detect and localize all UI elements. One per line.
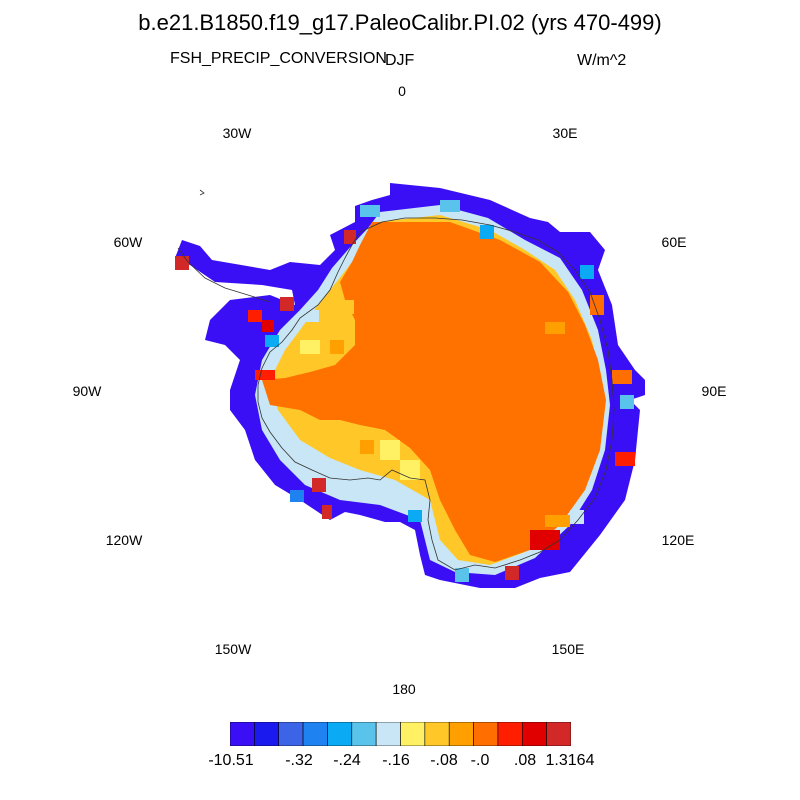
season-label: DJF bbox=[385, 52, 415, 69]
colorbar-swatch bbox=[302, 722, 328, 746]
colorbar-label: -.24 bbox=[333, 752, 361, 769]
colorbar-label: -10.51 bbox=[208, 752, 254, 769]
colorbar-swatch bbox=[400, 722, 426, 746]
lon-label-60e: 60E bbox=[661, 234, 687, 250]
colorbar-swatch bbox=[254, 722, 280, 746]
coastline bbox=[177, 189, 615, 571]
colorbar-swatch bbox=[375, 722, 401, 746]
lon-label-120w: 120W bbox=[105, 532, 143, 548]
colorbar bbox=[230, 722, 571, 746]
lon-label-30w: 30W bbox=[222, 125, 252, 141]
lon-label-30e: 30E bbox=[552, 125, 578, 141]
lon-label-90w: 90W bbox=[72, 383, 102, 399]
lon-label-150w: 150W bbox=[214, 641, 252, 657]
lon-label-150e: 150E bbox=[551, 641, 585, 657]
colorbar-label: .08 bbox=[513, 752, 537, 769]
colorbar-swatch bbox=[230, 722, 255, 746]
colorbar-label: -.16 bbox=[382, 752, 410, 769]
lon-label-120e: 120E bbox=[661, 532, 695, 548]
lon-label-60w: 60W bbox=[113, 234, 143, 250]
lon-label-180: 180 bbox=[392, 681, 416, 697]
variable-name: FSH_PRECIP_CONVERSION bbox=[170, 50, 387, 67]
colorbar-label: 1.3164 bbox=[545, 752, 595, 769]
lon-label-90e: 90E bbox=[701, 383, 727, 399]
colorbar-swatch bbox=[521, 722, 547, 746]
colorbar-swatch bbox=[424, 722, 450, 746]
interior-field bbox=[262, 222, 606, 562]
colorbar-swatch bbox=[473, 722, 499, 746]
units-label: W/m^2 bbox=[577, 52, 627, 69]
colorbar-label: -.32 bbox=[285, 752, 313, 769]
colorbar-swatch bbox=[327, 722, 353, 746]
lon-label-0: 0 bbox=[398, 83, 406, 99]
colorbar-label: -.08 bbox=[430, 752, 458, 769]
grid-cells bbox=[175, 200, 635, 582]
colorbar-swatch bbox=[278, 722, 304, 746]
colorbar-swatch bbox=[497, 722, 523, 746]
colorbar-swatch bbox=[448, 722, 474, 746]
colorbar-swatch bbox=[546, 722, 571, 746]
plot-title: b.e21.B1850.f19_g17.PaleoCalibr.PI.02 (y… bbox=[138, 10, 662, 35]
colorbar-swatch bbox=[351, 722, 377, 746]
colorbar-label: -.0 bbox=[470, 752, 490, 769]
